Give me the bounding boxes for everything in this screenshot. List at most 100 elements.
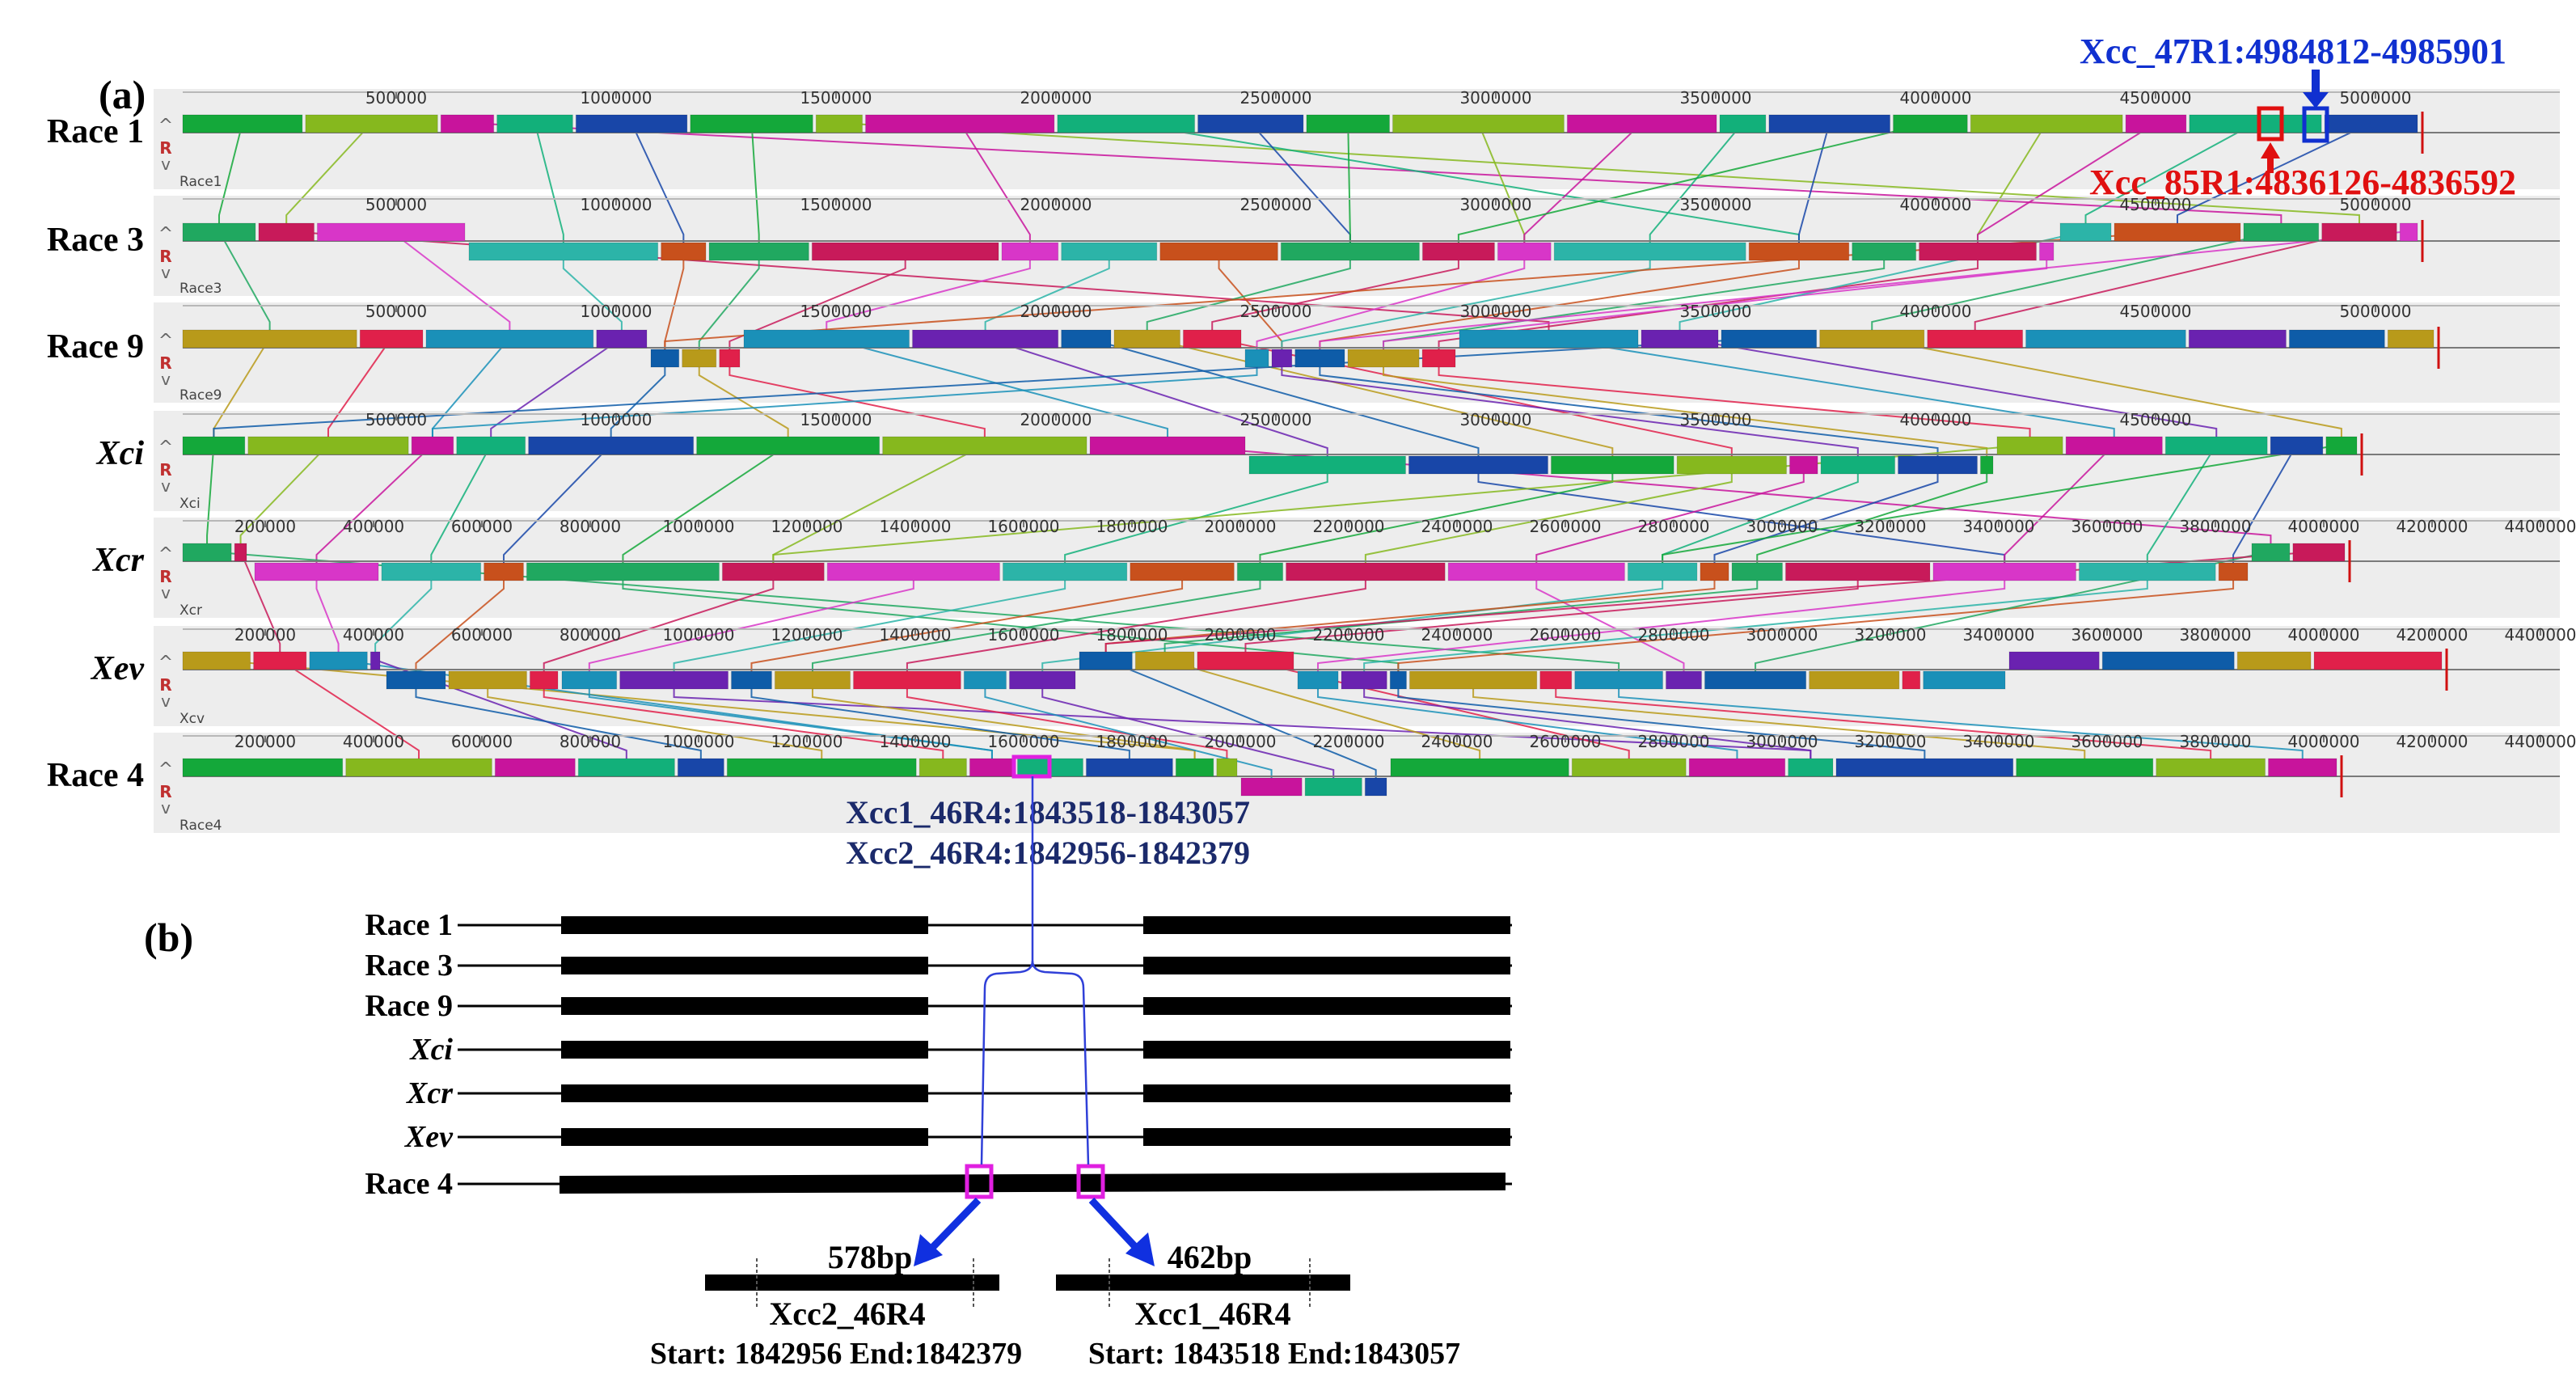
lcb-connector [811,689,1196,759]
lcb-block [1835,758,2014,777]
control-up-icon: ^ [158,759,173,780]
lcb-block [1996,436,2063,455]
lcb-block [345,758,492,777]
control-up-icon: ^ [158,331,173,351]
ruler-tick-label: 3600000 [2071,517,2143,536]
track-small-label: Xcr [179,602,202,619]
ruler-tick-label: 2000000 [1204,517,1276,536]
ruler-tick-label: 200000 [234,517,296,536]
lcb-block [1002,562,1128,581]
lcb-connector [698,367,789,437]
lcb-block [1244,349,1269,368]
panelb-row-label: Race 4 [365,1167,453,1201]
lcb-block [661,242,707,261]
lcb-connector [673,581,1066,671]
ruler-tick-label: 800000 [560,732,621,751]
ruler-tick-label: 2400000 [1421,732,1493,751]
lcb-block [1700,562,1729,581]
ruler-tick-label: 3000000 [1459,410,1531,429]
lcb-connector [750,689,1130,759]
control-up-icon: ^ [158,653,173,673]
left-insert-size: 578bp [828,1239,913,1275]
lcb-block [1236,562,1284,581]
lcb-block [912,329,1059,349]
control-reverse-icon: R [159,460,171,480]
track-label: Xci [95,435,145,472]
ruler-tick-label: 3600000 [2071,732,2143,751]
lcb-block [1970,114,2123,133]
right-insert-arrowhead [1125,1232,1155,1266]
ruler-tick-label: 1800000 [1096,625,1168,645]
ruler-tick-label: 2800000 [1637,732,1709,751]
lcb-block [963,670,1007,690]
lcb-connector [588,581,914,671]
ruler-tick-label: 1200000 [771,517,842,536]
lcb-block [494,758,576,777]
lcb-block [1927,329,2024,349]
lcb-block [1175,758,1214,777]
magenta-annotation-line1: Xcc1_46R4:1843518-1843057 [846,794,1250,831]
lcb-block [2059,222,2112,242]
lcb-block [619,670,729,690]
track-small-label: Race4 [179,818,222,834]
ruler-tick-label: 4000000 [2287,625,2359,645]
lcb-block [1721,329,1818,349]
lcb-block [2399,222,2418,242]
lcb-block [1089,436,1246,455]
ruler-tick-label: 200000 [234,732,296,751]
ruler-tick-label: 2600000 [1529,625,1601,645]
lcb-block [2218,562,2249,581]
lcb-connector [315,581,340,652]
panelb-left-bar [561,1041,928,1059]
ruler-tick-label: 1400000 [879,625,951,645]
control-down-icon: v [161,691,171,711]
lcb-block [1574,670,1663,690]
ruler-tick-label: 1000000 [580,88,652,108]
ruler-tick-label: 1500000 [800,88,872,108]
ruler-tick-label: 3500000 [1679,88,1751,108]
lcb-connector [1244,581,1859,652]
lcb-block [1459,329,1639,349]
ruler-tick-label: 400000 [343,517,404,536]
lcb-block [1852,242,1917,261]
lcb-connectors [206,115,2410,778]
lcb-block [969,758,1015,777]
lcb-connector [562,260,623,330]
lcb-block [1704,670,1807,690]
lcb-block [2288,329,2385,349]
lcb-connector [1397,689,1926,759]
lcb-block [2164,436,2268,455]
lcb-block [496,114,573,133]
ruler-tick-label: 2500000 [1239,88,1311,108]
right-insert-name: Xcc1_46R4 [1134,1296,1290,1332]
ruler-tick-label: 4500000 [2119,302,2191,321]
track-band [154,89,2560,189]
lcb-block [826,562,1000,581]
panelb-left-bar [561,1084,928,1102]
lcb-block [1001,242,1059,261]
lcb-block [2325,436,2358,455]
lcb-block [1979,455,1994,475]
ruler-tick-label: 1000000 [580,410,652,429]
lcb-connector [588,689,993,759]
lcb-block [1539,670,1573,690]
lcb-block [2156,758,2266,777]
lcb-block [2270,436,2324,455]
control-down-icon: v [161,476,171,496]
lcb-block [918,758,967,777]
bracket-left [980,776,1034,1165]
ruler-tick-label: 1000000 [662,517,734,536]
ruler-tick-label: 1600000 [987,625,1059,645]
panelb-row-label: Race 9 [365,989,453,1023]
right-insert-size: 462bp [1168,1239,1252,1275]
control-reverse-icon: R [159,353,171,373]
lcb-block [811,242,999,261]
lcb-block [2114,222,2241,242]
ruler-tick-label: 2600000 [1529,517,1601,536]
lcb-block [577,758,675,777]
lcb-connector [1555,689,2212,759]
ruler-tick-label: 3200000 [1854,517,1926,536]
control-down-icon: v [161,583,171,602]
lcb-connector [1535,581,1685,671]
panel-b: (b) Race 1 Race 3 Race 9 Xci Xcr Xev Race 4 578b… [144,776,1512,1371]
